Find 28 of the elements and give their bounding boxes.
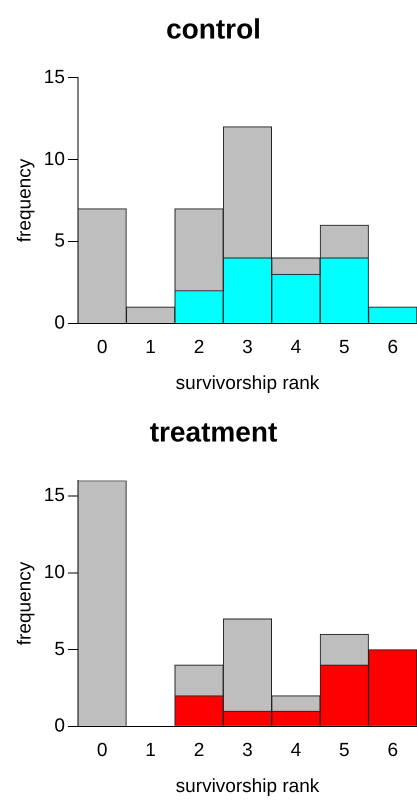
y-axis-title: frequency (14, 158, 36, 242)
chart-title: control (166, 14, 261, 45)
y-tick-label: 5 (54, 230, 65, 252)
x-axis-title: survivorship rank (176, 776, 320, 797)
y-tick-label: 0 (54, 312, 65, 334)
y-axis-title: frequency (14, 561, 36, 646)
x-tick-label: 2 (194, 740, 204, 762)
x-tick-label: 4 (290, 337, 302, 358)
y-tick-label: 15 (44, 485, 65, 506)
x-tick-label: 5 (339, 740, 350, 762)
y-tick-label: 15 (44, 66, 65, 88)
x-tick-label: 1 (145, 740, 156, 762)
x-tick-label: 1 (145, 337, 156, 358)
x-tick-label: 3 (242, 740, 253, 762)
x-axis-title: survivorship rank (176, 372, 320, 394)
x-tick-label: 5 (339, 337, 350, 358)
x-tick-label: 0 (96, 337, 108, 358)
y-tick-label: 10 (44, 148, 65, 170)
x-tick-label: 4 (290, 740, 302, 762)
x-tick-label: 6 (387, 337, 398, 358)
y-tick-label: 5 (54, 638, 65, 660)
x-tick-label: 0 (96, 740, 108, 762)
x-tick-label: 2 (194, 337, 204, 358)
x-tick-label: 3 (242, 337, 253, 358)
x-tick-label: 6 (387, 740, 398, 762)
y-tick-label: 0 (54, 716, 65, 737)
y-tick-label: 10 (44, 562, 65, 584)
chart-title: treatment (150, 416, 278, 448)
